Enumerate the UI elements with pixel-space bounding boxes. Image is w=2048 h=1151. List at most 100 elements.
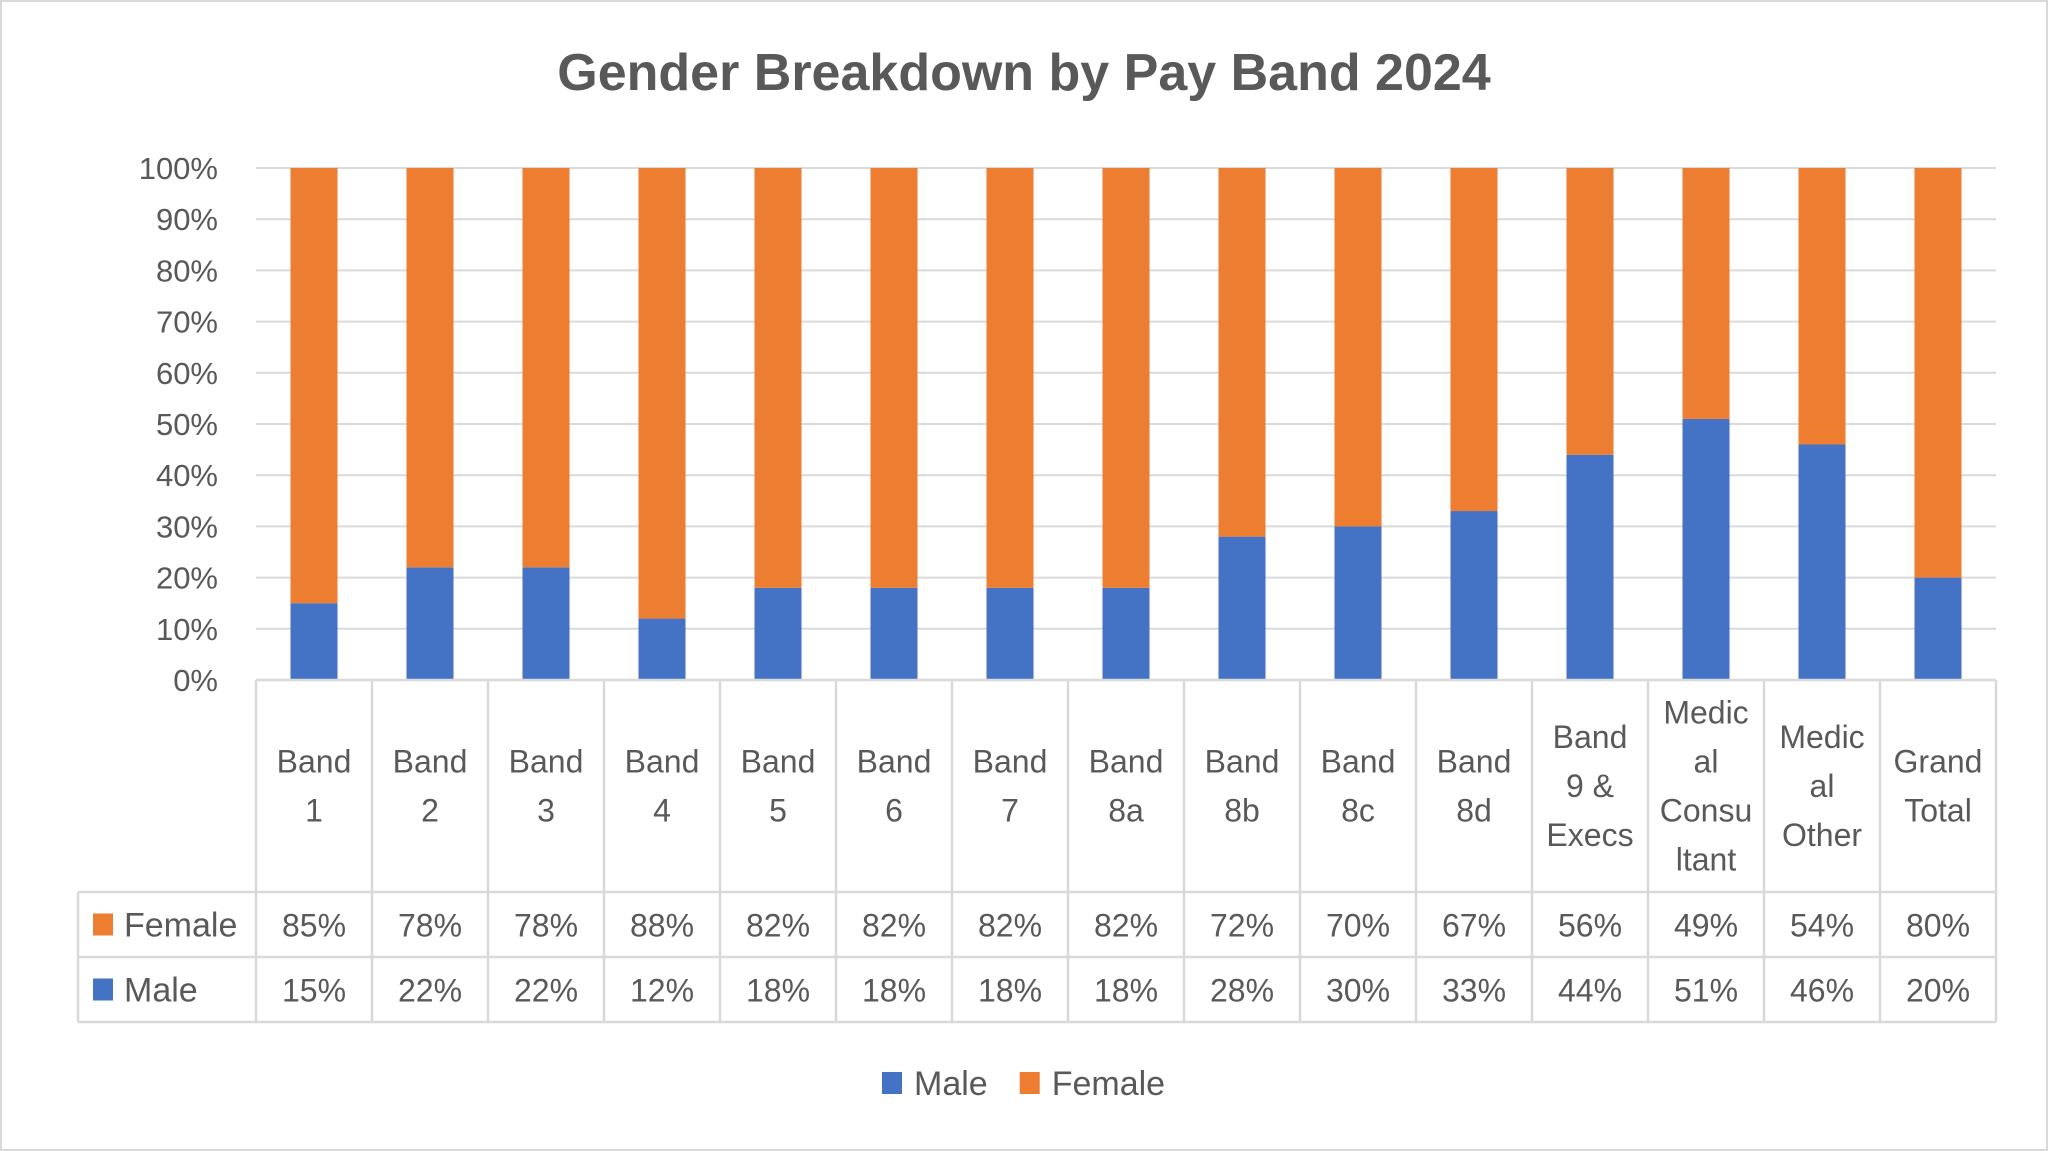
data-table-cell: 67% bbox=[1442, 908, 1506, 944]
bar-female bbox=[1798, 168, 1846, 445]
x-category-label: Band bbox=[625, 744, 700, 780]
x-category-label: al bbox=[1810, 768, 1835, 804]
legend-label: Female bbox=[1052, 1065, 1165, 1103]
data-table-cell: 82% bbox=[978, 908, 1042, 944]
x-category-label: Other bbox=[1782, 817, 1862, 853]
bar-female bbox=[870, 168, 918, 588]
x-category-label: Band bbox=[1553, 719, 1628, 755]
bar-female bbox=[1218, 168, 1266, 537]
data-table-cell: 33% bbox=[1442, 973, 1506, 1009]
x-category-label: ltant bbox=[1676, 842, 1737, 878]
x-category-label: 8b bbox=[1224, 793, 1260, 829]
x-category-label: Medic bbox=[1779, 719, 1864, 755]
x-category-label: Medic bbox=[1663, 695, 1748, 731]
x-category-label: 3 bbox=[537, 793, 555, 829]
x-category-label: Band bbox=[1205, 744, 1280, 780]
data-table-cell: 82% bbox=[1094, 908, 1158, 944]
bar-female bbox=[1102, 168, 1150, 588]
data-table-cell: 22% bbox=[514, 973, 578, 1009]
bar-female bbox=[986, 168, 1034, 588]
x-category-label: 5 bbox=[769, 793, 787, 829]
bar-male bbox=[1334, 526, 1382, 680]
x-category-label: 4 bbox=[653, 793, 671, 829]
bar-female bbox=[522, 168, 570, 568]
bar-female bbox=[1682, 168, 1730, 419]
x-category-label: Band bbox=[1437, 744, 1512, 780]
x-category-label: 8a bbox=[1108, 793, 1144, 829]
bar-male bbox=[754, 587, 802, 680]
x-category-label: Band bbox=[393, 744, 468, 780]
bar-male bbox=[1218, 536, 1266, 680]
x-category-label: 2 bbox=[421, 793, 439, 829]
y-tick-label: 30% bbox=[156, 509, 218, 544]
bar-male bbox=[290, 603, 338, 680]
bar-female bbox=[406, 168, 454, 568]
chart-title: Gender Breakdown by Pay Band 2024 bbox=[557, 44, 1491, 102]
table-row-label: Male bbox=[124, 972, 198, 1010]
bar-female bbox=[1334, 168, 1382, 527]
data-table-cell: 82% bbox=[862, 908, 926, 944]
table-row-label: Female bbox=[124, 907, 237, 945]
y-tick-label: 80% bbox=[156, 253, 218, 288]
bar-male bbox=[406, 567, 454, 680]
x-category-label: Band bbox=[1321, 744, 1396, 780]
y-tick-label: 10% bbox=[156, 612, 218, 647]
bar-female bbox=[290, 168, 338, 604]
data-table-cell: 46% bbox=[1790, 973, 1854, 1009]
bar-female bbox=[1914, 168, 1962, 578]
data-table-cell: 54% bbox=[1790, 908, 1854, 944]
data-table-cell: 49% bbox=[1674, 908, 1738, 944]
data-table-cell: 15% bbox=[282, 973, 346, 1009]
data-table-cell: 88% bbox=[630, 908, 694, 944]
x-category-label: Execs bbox=[1546, 817, 1633, 853]
y-tick-label: 0% bbox=[173, 663, 218, 698]
bar-male bbox=[1102, 587, 1150, 680]
bar-male bbox=[1682, 418, 1730, 680]
y-tick-label: 90% bbox=[156, 202, 218, 237]
y-tick-label: 40% bbox=[156, 458, 218, 493]
bar-male bbox=[1566, 454, 1614, 680]
x-category-label: Band bbox=[509, 744, 584, 780]
bar-male bbox=[1798, 444, 1846, 680]
data-table-cell: 51% bbox=[1674, 973, 1738, 1009]
x-category-label: al bbox=[1694, 744, 1719, 780]
bar-male bbox=[522, 567, 570, 680]
data-table-cell: 22% bbox=[398, 973, 462, 1009]
x-category-label: Consu bbox=[1660, 793, 1753, 829]
bar-male bbox=[1450, 511, 1498, 680]
legend-swatch-male bbox=[882, 1072, 902, 1094]
data-table-cell: 78% bbox=[514, 908, 578, 944]
data-table-cell: 18% bbox=[978, 973, 1042, 1009]
data-table-cell: 82% bbox=[746, 908, 810, 944]
x-category-label: 9 & bbox=[1566, 768, 1614, 804]
data-table-cell: 80% bbox=[1906, 908, 1970, 944]
x-category-label: 8c bbox=[1341, 793, 1375, 829]
x-category-label: Band bbox=[1089, 744, 1164, 780]
y-tick-label: 100% bbox=[139, 151, 218, 186]
data-table-cell: 12% bbox=[630, 973, 694, 1009]
bar-female bbox=[1566, 168, 1614, 455]
y-tick-label: 70% bbox=[156, 305, 218, 340]
data-table-cell: 72% bbox=[1210, 908, 1274, 944]
data-table-cell: 30% bbox=[1326, 973, 1390, 1009]
bar-male bbox=[986, 587, 1034, 680]
y-tick-label: 50% bbox=[156, 407, 218, 442]
x-category-label: Grand bbox=[1894, 744, 1983, 780]
data-table-cell: 18% bbox=[746, 973, 810, 1009]
data-table-cell: 18% bbox=[1094, 973, 1158, 1009]
bar-female bbox=[1450, 168, 1498, 512]
y-tick-label: 20% bbox=[156, 561, 218, 596]
legend-label: Male bbox=[914, 1065, 988, 1103]
x-category-label: Band bbox=[973, 744, 1048, 780]
x-category-label: Band bbox=[857, 744, 932, 780]
x-category-label: Band bbox=[277, 744, 352, 780]
data-table-cell: 28% bbox=[1210, 973, 1274, 1009]
x-category-label: Band bbox=[741, 744, 816, 780]
data-table-cell: 78% bbox=[398, 908, 462, 944]
bar-female bbox=[754, 168, 802, 588]
data-table-cell: 44% bbox=[1558, 973, 1622, 1009]
data-table-cell: 85% bbox=[282, 908, 346, 944]
data-table-cell: 56% bbox=[1558, 908, 1622, 944]
